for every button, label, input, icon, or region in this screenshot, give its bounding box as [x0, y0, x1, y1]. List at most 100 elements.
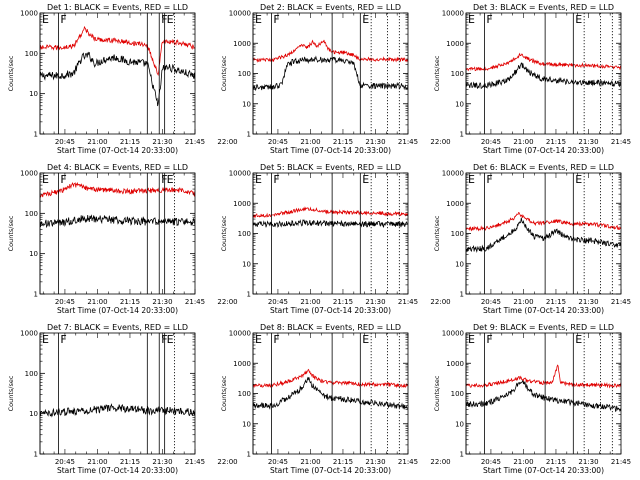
time-marker-label: E: [255, 13, 262, 26]
x-tick-label: 22:00: [217, 138, 237, 146]
y-tick-label: 1000: [233, 40, 251, 48]
x-tick-label: 21:45: [185, 298, 205, 306]
y-tick-label: 100: [25, 50, 38, 58]
time-marker-label: E: [575, 333, 582, 346]
y-tick-label: 10: [242, 420, 251, 428]
x-tick-label: 21:15: [333, 138, 353, 146]
x-tick-label: 20:45: [268, 458, 288, 466]
y-tick-label: 10: [29, 410, 38, 418]
y-tick-label: 1000: [233, 200, 251, 208]
y-tick-label: 100: [238, 390, 251, 398]
x-tick-label: 20:45: [55, 458, 75, 466]
series-line-events: [40, 51, 195, 107]
plot-frame: [252, 332, 409, 455]
series-line-events: [466, 379, 621, 413]
plot-frame: [252, 172, 409, 295]
y-tick-label: 1: [460, 131, 464, 139]
x-tick-label: 21:00: [300, 458, 320, 466]
panel-det-4: Det 4: BLACK = Events, RED = LLDEFFE1101…: [7, 163, 238, 315]
x-axis-label: Start Time (07-Oct-14 20:33:00): [483, 146, 604, 155]
x-tick-label: 21:00: [300, 298, 320, 306]
time-marker-label: F: [486, 173, 492, 186]
x-tick-label: 20:45: [481, 458, 501, 466]
x-tick-label: 21:30: [365, 138, 385, 146]
series-line-lld: [253, 206, 408, 218]
y-tick-label: 1000: [446, 200, 464, 208]
x-tick-label: 22:00: [217, 298, 237, 306]
panel-title: Det 6: BLACK = Events, RED = LLD: [473, 163, 614, 172]
series-line-events: [253, 219, 408, 228]
y-tick-label: 1000: [20, 330, 38, 338]
time-marker-label: F: [60, 13, 66, 26]
y-tick-label: 100: [25, 210, 38, 218]
y-tick-label: 1: [460, 451, 464, 459]
series-line-events: [253, 376, 408, 410]
x-tick-label: 21:15: [120, 458, 140, 466]
x-tick-label: 21:15: [546, 298, 566, 306]
y-tick-label: 100: [451, 230, 464, 238]
y-axis-label: Counts/sec: [433, 55, 441, 91]
x-tick-label: 21:45: [398, 458, 418, 466]
plot-frame: [465, 172, 622, 295]
time-marker-label: E: [468, 333, 475, 346]
x-tick-label: 22:00: [217, 458, 237, 466]
x-axis-label: Start Time (07-Oct-14 20:33:00): [270, 146, 391, 155]
time-marker-label: E: [42, 173, 49, 186]
x-tick-label: 21:15: [120, 298, 140, 306]
series-line-lld: [40, 181, 195, 198]
y-tick-label: 1000: [20, 10, 38, 18]
y-tick-label: 10: [455, 260, 464, 268]
x-tick-label: 21:45: [185, 458, 205, 466]
y-axis-label: Counts/sec: [7, 215, 15, 251]
time-marker-label: F: [60, 173, 66, 186]
series-line-events: [466, 62, 621, 90]
time-marker-label: F: [273, 13, 279, 26]
series-line-lld: [253, 39, 408, 63]
y-tick-label: 100: [238, 70, 251, 78]
x-axis-label: Start Time (07-Oct-14 20:33:00): [57, 306, 178, 315]
panel-title: Det 7: BLACK = Events, RED = LLD: [47, 323, 188, 332]
series-line-lld: [466, 364, 621, 389]
panel-title: Det 9: BLACK = Events, RED = LLD: [473, 323, 614, 332]
time-marker-label: F: [273, 173, 279, 186]
x-tick-label: 22:00: [430, 458, 450, 466]
x-tick-label: 21:45: [398, 298, 418, 306]
y-axis-label: Counts/sec: [433, 215, 441, 251]
time-marker-label: E: [167, 13, 174, 26]
y-tick-label: 1: [247, 451, 251, 459]
series-line-events: [40, 403, 195, 418]
panel-det-7: Det 7: BLACK = Events, RED = LLDEFFE1101…: [7, 323, 238, 475]
series-line-lld: [466, 52, 621, 72]
x-axis-label: Start Time (07-Oct-14 20:33:00): [57, 146, 178, 155]
x-tick-label: 22:00: [430, 298, 450, 306]
time-marker-label: F: [273, 333, 279, 346]
y-tick-label: 1: [34, 131, 38, 139]
y-axis-label: Counts/sec: [220, 215, 228, 251]
y-axis-label: Counts/sec: [7, 55, 15, 91]
y-tick-label: 10: [29, 90, 38, 98]
time-marker-label: E: [362, 333, 369, 346]
x-tick-label: 21:30: [578, 298, 598, 306]
y-tick-label: 1: [460, 291, 464, 299]
y-tick-label: 1000: [233, 360, 251, 368]
y-axis-label: Counts/sec: [220, 55, 228, 91]
x-axis-label: Start Time (07-Oct-14 20:33:00): [270, 306, 391, 315]
x-axis-label: Start Time (07-Oct-14 20:33:00): [483, 466, 604, 475]
x-tick-label: 20:45: [55, 298, 75, 306]
panel-title: Det 3: BLACK = Events, RED = LLD: [473, 3, 614, 12]
x-axis-label: Start Time (07-Oct-14 20:33:00): [483, 306, 604, 315]
x-tick-label: 20:45: [268, 138, 288, 146]
time-marker-label: F: [60, 333, 66, 346]
x-tick-label: 22:00: [430, 138, 450, 146]
x-tick-label: 20:45: [55, 138, 75, 146]
y-tick-label: 10000: [229, 170, 251, 178]
y-tick-label: 1000: [446, 40, 464, 48]
y-tick-label: 10: [29, 250, 38, 258]
series-line-events: [40, 214, 195, 229]
x-tick-label: 21:15: [546, 458, 566, 466]
x-axis-label: Start Time (07-Oct-14 20:33:00): [270, 466, 391, 475]
y-tick-label: 10000: [229, 330, 251, 338]
